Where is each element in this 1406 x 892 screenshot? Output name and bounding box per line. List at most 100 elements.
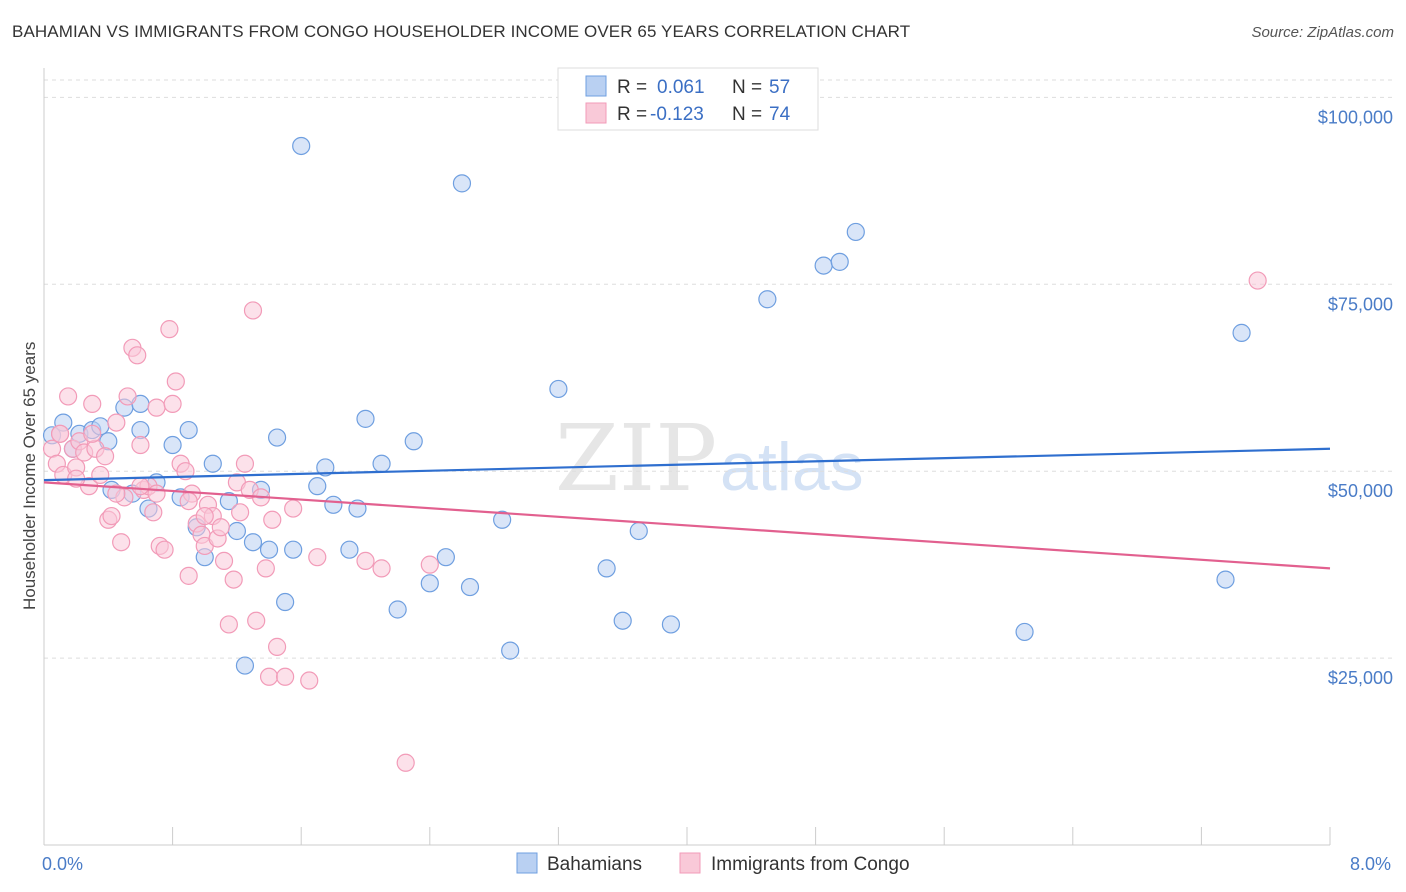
congo-point xyxy=(235,454,255,473)
bahamians-point xyxy=(284,540,303,559)
congo-point xyxy=(259,667,279,686)
bahamians-point xyxy=(267,428,287,447)
bottom-legend-label-bahamians: Bahamians xyxy=(547,854,642,875)
trend-lines xyxy=(43,447,1331,570)
bahamians-point xyxy=(814,256,833,275)
grid-lines xyxy=(44,79,1392,659)
bahamians-point xyxy=(629,521,648,541)
congo-point xyxy=(131,477,150,496)
legend-r-value-1: 0.061 xyxy=(657,77,705,98)
bahamians-point xyxy=(219,491,238,511)
bahamians-point xyxy=(243,533,263,552)
bahamians-point xyxy=(493,510,512,529)
legend-n-label-1: N = xyxy=(732,77,762,98)
bahamians-point xyxy=(1216,570,1235,589)
y-axis-label: Householder Income Over 65 years xyxy=(20,342,39,610)
x-tick-label-min: 0.0% xyxy=(42,854,83,874)
congo-point xyxy=(112,533,131,552)
congo-point xyxy=(83,424,102,443)
y-tick-label: $50,000 xyxy=(1328,481,1393,501)
legend-r-label-2: R = xyxy=(617,104,647,125)
source-label: Source: ZipAtlas.com xyxy=(1251,24,1394,41)
bottom-legend-swatch-congo xyxy=(679,852,701,874)
congo-point xyxy=(107,413,126,432)
legend-n-value-2: 74 xyxy=(769,104,791,125)
congo-point xyxy=(176,462,195,481)
bahamians-point xyxy=(203,454,222,473)
congo-point xyxy=(256,559,275,578)
congo-point xyxy=(267,637,287,656)
bahamians-point xyxy=(163,435,182,455)
legend-swatch-congo xyxy=(585,102,607,124)
congo-point xyxy=(372,559,391,578)
bahamians-point xyxy=(830,252,849,271)
y-tick-label: $75,000 xyxy=(1328,294,1393,314)
watermark-atlas: atlas xyxy=(720,429,864,505)
congo-point xyxy=(147,484,166,503)
bahamians-point xyxy=(316,458,335,477)
bahamians-point xyxy=(179,420,198,440)
congo-point xyxy=(195,506,214,526)
congo-point xyxy=(83,394,102,414)
congo-point xyxy=(179,491,198,511)
congo-point xyxy=(102,506,121,526)
congo-point xyxy=(95,447,115,466)
congo-point xyxy=(144,503,163,522)
bahamians-point xyxy=(758,290,777,309)
bahamians-point xyxy=(460,577,480,597)
congo-point xyxy=(224,570,243,589)
bahamians-trend-line xyxy=(43,447,1331,482)
bahamians-point xyxy=(501,641,520,660)
bahamians-point xyxy=(452,174,472,193)
bottom-legend-swatch-bahamians xyxy=(516,852,538,874)
bahamians-point xyxy=(259,540,279,559)
congo-point xyxy=(231,503,250,522)
congo-point xyxy=(155,540,174,559)
legend-swatch-bahamians xyxy=(585,75,607,97)
congo-point xyxy=(263,510,282,529)
congo-point xyxy=(308,548,327,567)
bahamians-point xyxy=(356,409,375,428)
congo-point xyxy=(284,499,303,518)
congo-point xyxy=(420,555,439,574)
bahamians-point xyxy=(404,432,423,451)
bahamians-point xyxy=(436,548,455,567)
bahamians-point xyxy=(1015,622,1034,642)
congo-point xyxy=(300,671,319,690)
top-legend: R = 0.061 N = 57 R = -0.123 N = 74 xyxy=(557,67,819,131)
bahamians-point xyxy=(1232,323,1251,342)
congo-point xyxy=(91,465,110,485)
congo-point xyxy=(356,551,375,571)
bahamians-point xyxy=(420,574,439,593)
x-tick-label-max: 8.0% xyxy=(1350,854,1391,874)
bahamians-point xyxy=(661,615,681,634)
congo-point xyxy=(219,615,238,634)
bahamians-point xyxy=(292,136,311,156)
congo-trend-line xyxy=(43,481,1331,570)
congo-point xyxy=(247,611,266,630)
bahamians-point xyxy=(276,592,295,612)
data-points xyxy=(42,136,1267,772)
congo-point xyxy=(128,346,147,365)
bahamians-point xyxy=(340,540,359,559)
congo-point xyxy=(1248,271,1267,290)
bahamians-point xyxy=(227,521,246,541)
congo-point xyxy=(163,394,182,414)
watermark-zip: ZIP xyxy=(555,405,717,512)
congo-point xyxy=(166,372,185,391)
congo-point xyxy=(276,667,295,686)
legend-n-label-2: N = xyxy=(732,104,762,125)
bahamians-point xyxy=(388,600,407,619)
congo-point xyxy=(211,518,230,537)
chart-title: BAHAMIAN VS IMMIGRANTS FROM CONGO HOUSEH… xyxy=(12,22,911,41)
axes xyxy=(43,68,1331,846)
bahamians-point xyxy=(308,477,327,496)
bottom-legend: Bahamians Immigrants from Congo xyxy=(516,852,910,875)
congo-point xyxy=(50,424,70,443)
congo-point xyxy=(179,566,198,585)
bahamians-point xyxy=(324,495,343,514)
congo-point xyxy=(107,484,126,503)
legend-r-label-1: R = xyxy=(617,77,647,98)
bahamians-point xyxy=(613,611,632,630)
